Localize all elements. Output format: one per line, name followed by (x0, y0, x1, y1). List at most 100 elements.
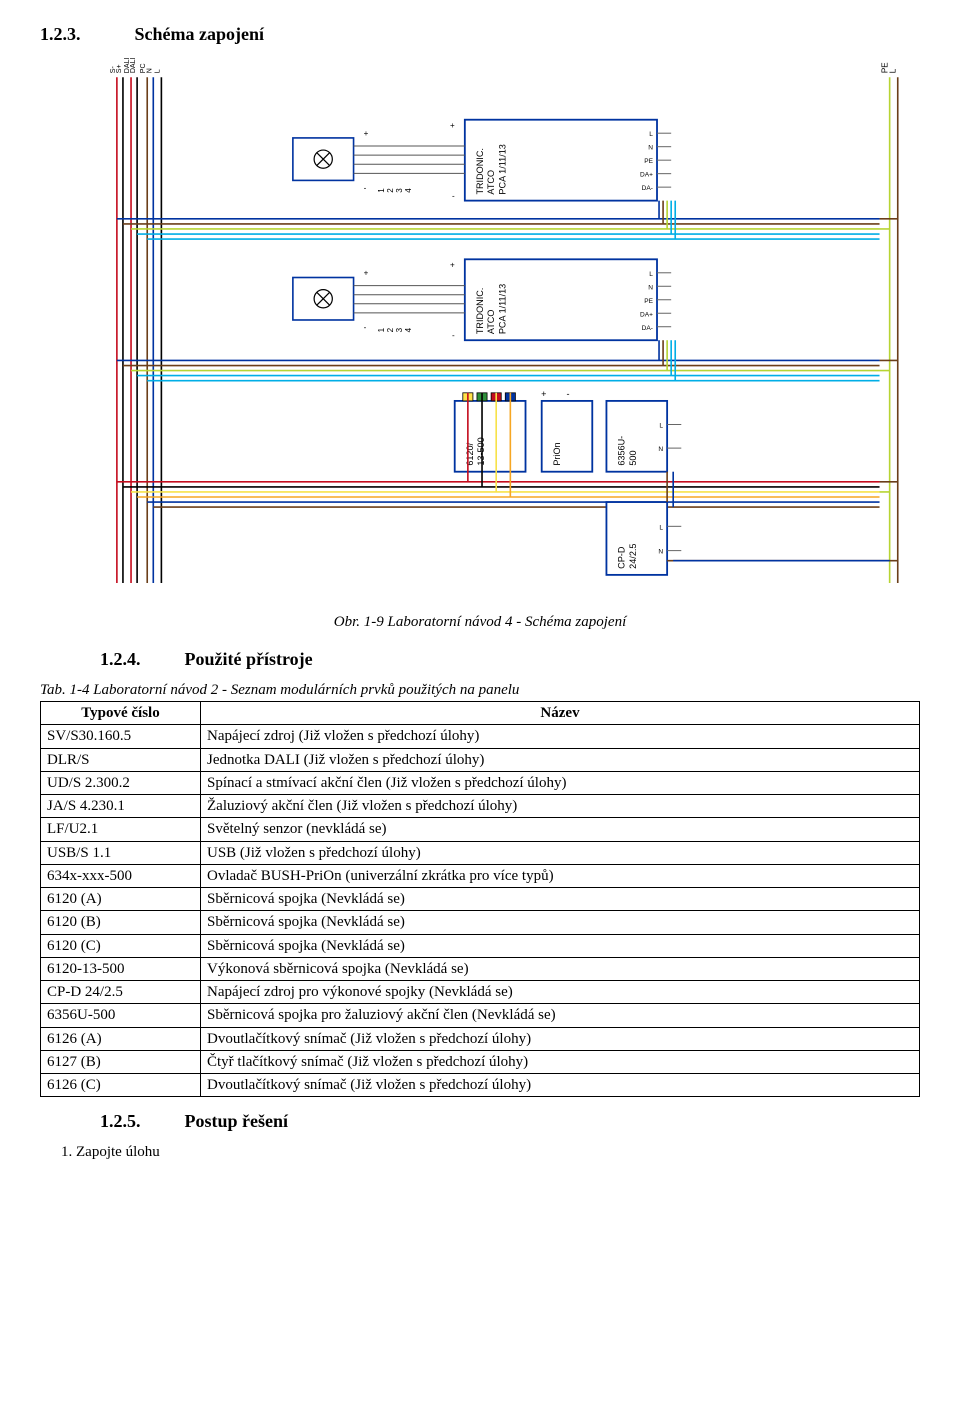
svg-text:+: + (364, 129, 369, 138)
cell-name: Výkonová sběrnicová spojka (Nevkládá se) (201, 957, 920, 980)
table-row: 6126 (A)Dvoutlačítkový snímač (Již vlože… (41, 1027, 920, 1050)
cell-type-number: 6356U-500 (41, 1004, 201, 1027)
cell-name: Dvoutlačítkový snímač (Již vložen s před… (201, 1027, 920, 1050)
svg-text:2: 2 (386, 327, 395, 332)
cell-name: Čtyř tlačítkový snímač (Již vložen s pře… (201, 1050, 920, 1073)
svg-text:PE: PE (644, 298, 653, 305)
svg-text:-: - (364, 184, 367, 193)
svg-text:S+: S+ (115, 64, 123, 73)
svg-text:3: 3 (395, 327, 404, 332)
cell-type-number: 6120-13-500 (41, 957, 201, 980)
cell-type-number: 6120 (C) (41, 934, 201, 957)
svg-text:N: N (658, 549, 663, 556)
cell-name: Dvoutlačítkový snímač (Již vložen s před… (201, 1074, 920, 1097)
section-123-heading: 1.2.3. Schéma zapojení (40, 24, 920, 45)
cell-name: Napájecí zdroj (Již vložen s předchozí ú… (201, 725, 920, 748)
section-125-heading: 1.2.5. Postup řešení (100, 1111, 920, 1132)
svg-text:2: 2 (386, 188, 395, 193)
svg-text:DA-: DA- (642, 185, 653, 192)
cell-name: USB (Již vložen s předchozí úlohy) (201, 841, 920, 864)
svg-text:TRIDONIC.: TRIDONIC. (475, 288, 485, 334)
table-row: LF/U2.1Světelný senzor (nevkládá se) (41, 818, 920, 841)
svg-text:24/2.5: 24/2.5 (628, 544, 638, 569)
section-123-title: Schéma zapojení (135, 24, 265, 44)
table-header-row: Typové číslo Název (41, 702, 920, 725)
svg-text:6356U-: 6356U- (617, 436, 627, 466)
svg-text:DA+: DA+ (640, 172, 653, 179)
section-125-title: Postup řešení (185, 1111, 289, 1131)
table-row: 634x-xxx-500Ovladač BUSH-PriOn (univerzá… (41, 864, 920, 887)
cell-type-number: UD/S 2.300.2 (41, 771, 201, 794)
cell-type-number: LF/U2.1 (41, 818, 201, 841)
table-row: SV/S30.160.5Napájecí zdroj (Již vložen s… (41, 725, 920, 748)
svg-text:-: - (566, 389, 569, 399)
cell-type-number: 6127 (B) (41, 1050, 201, 1073)
section-124-title: Použité přístroje (185, 649, 313, 669)
svg-text:N: N (648, 145, 653, 152)
svg-text:+: + (364, 268, 369, 277)
svg-text:DA-: DA- (642, 325, 653, 332)
devices-table: Typové číslo Název SV/S30.160.5Napájecí … (40, 701, 920, 1097)
steps-list: Zapojte úlohu (58, 1144, 920, 1161)
cell-type-number: JA/S 4.230.1 (41, 795, 201, 818)
cell-type-number: DLR/S (41, 748, 201, 771)
cell-type-number: 6126 (A) (41, 1027, 201, 1050)
cell-type-number: 6120 (A) (41, 888, 201, 911)
cell-name: Žaluziový akční člen (Již vložen s předc… (201, 795, 920, 818)
svg-text:DALI +: DALI + (129, 57, 137, 73)
cell-type-number: CP-D 24/2.5 (41, 981, 201, 1004)
cell-name: Ovladač BUSH-PriOn (univerzální zkrátka … (201, 864, 920, 887)
svg-text:500: 500 (628, 450, 638, 465)
cell-type-number: SV/S30.160.5 (41, 725, 201, 748)
svg-text:ATCO: ATCO (486, 170, 496, 195)
table-row: USB/S 1.1USB (Již vložen s předchozí úlo… (41, 841, 920, 864)
svg-text:N: N (145, 68, 153, 73)
svg-text:-: - (452, 192, 455, 201)
svg-text:4: 4 (404, 327, 413, 332)
svg-text:L: L (659, 524, 663, 531)
section-124-num: 1.2.4. (100, 649, 180, 670)
svg-text:+: + (450, 260, 455, 269)
cell-type-number: USB/S 1.1 (41, 841, 201, 864)
svg-text:13-500: 13-500 (476, 437, 486, 465)
svg-text:+: + (541, 389, 546, 399)
cell-name: Sběrnicová spojka pro žaluziový akční čl… (201, 1004, 920, 1027)
svg-text:TRIDONIC.: TRIDONIC. (475, 148, 485, 194)
svg-text:L: L (659, 423, 663, 430)
svg-text:L: L (153, 69, 161, 73)
svg-text:-: - (364, 323, 367, 332)
svg-text:3: 3 (395, 188, 404, 193)
table-row: JA/S 4.230.1Žaluziový akční člen (Již vl… (41, 795, 920, 818)
svg-text:1: 1 (377, 327, 386, 332)
table-row: 6126 (C)Dvoutlačítkový snímač (Již vlože… (41, 1074, 920, 1097)
svg-text:L: L (649, 271, 653, 278)
cell-type-number: 6126 (C) (41, 1074, 201, 1097)
svg-text:CP-D: CP-D (617, 546, 627, 569)
cell-name: Spínací a stmívací akční člen (Již vlože… (201, 771, 920, 794)
svg-text:PCA 1/11/13: PCA 1/11/13 (497, 284, 507, 334)
svg-text:L: L (889, 68, 898, 73)
section-123-num: 1.2.3. (40, 24, 130, 45)
svg-text:1: 1 (377, 188, 386, 193)
step-item: Zapojte úlohu (76, 1144, 920, 1161)
cell-name: Jednotka DALI (Již vložen s předchozí úl… (201, 748, 920, 771)
table-row: UD/S 2.300.2Spínací a stmívací akční čle… (41, 771, 920, 794)
svg-text:N: N (658, 446, 663, 453)
svg-text:DA+: DA+ (640, 311, 653, 318)
table-row: 6120-13-500Výkonová sběrnicová spojka (N… (41, 957, 920, 980)
section-124-heading: 1.2.4. Použité přístroje (100, 649, 920, 670)
table-caption: Tab. 1-4 Laboratorní návod 2 - Seznam mo… (40, 682, 920, 699)
cell-name: Sběrnicová spojka (Nevkládá se) (201, 888, 920, 911)
cell-type-number: 634x-xxx-500 (41, 864, 201, 887)
cell-name: Napájecí zdroj pro výkonové spojky (Nevk… (201, 981, 920, 1004)
cell-name: Sběrnicová spojka (Nevkládá se) (201, 934, 920, 957)
th-name: Název (201, 702, 920, 725)
svg-text:PE: PE (644, 158, 653, 165)
svg-text:N: N (648, 284, 653, 291)
wiring-diagram: S-S+DALI -DALI +PCNLPELTRIDONIC.ATCOPCA … (40, 57, 920, 608)
table-row: DLR/SJednotka DALI (Již vložen s předcho… (41, 748, 920, 771)
svg-text:ATCO: ATCO (486, 310, 496, 335)
table-row: 6120 (C)Sběrnicová spojka (Nevkládá se) (41, 934, 920, 957)
figure-caption: Obr. 1-9 Laboratorní návod 4 - Schéma za… (40, 614, 920, 631)
cell-name: Sběrnicová spojka (Nevkládá se) (201, 911, 920, 934)
